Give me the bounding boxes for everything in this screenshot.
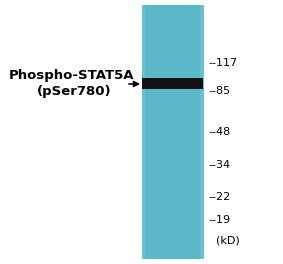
- Text: --34: --34: [208, 160, 230, 170]
- Text: --48: --48: [208, 127, 230, 137]
- Text: (kD): (kD): [216, 235, 240, 245]
- Text: --22: --22: [208, 192, 230, 202]
- Bar: [142, 5, 145, 259]
- Bar: [200, 5, 204, 259]
- Bar: [142, 78, 203, 89]
- Text: --19: --19: [208, 215, 230, 225]
- Text: Phospho-STAT5A: Phospho-STAT5A: [8, 69, 134, 82]
- Bar: [142, 5, 204, 259]
- Text: --85: --85: [208, 86, 230, 96]
- Text: (pSer780): (pSer780): [37, 84, 112, 98]
- Text: --117: --117: [208, 58, 237, 68]
